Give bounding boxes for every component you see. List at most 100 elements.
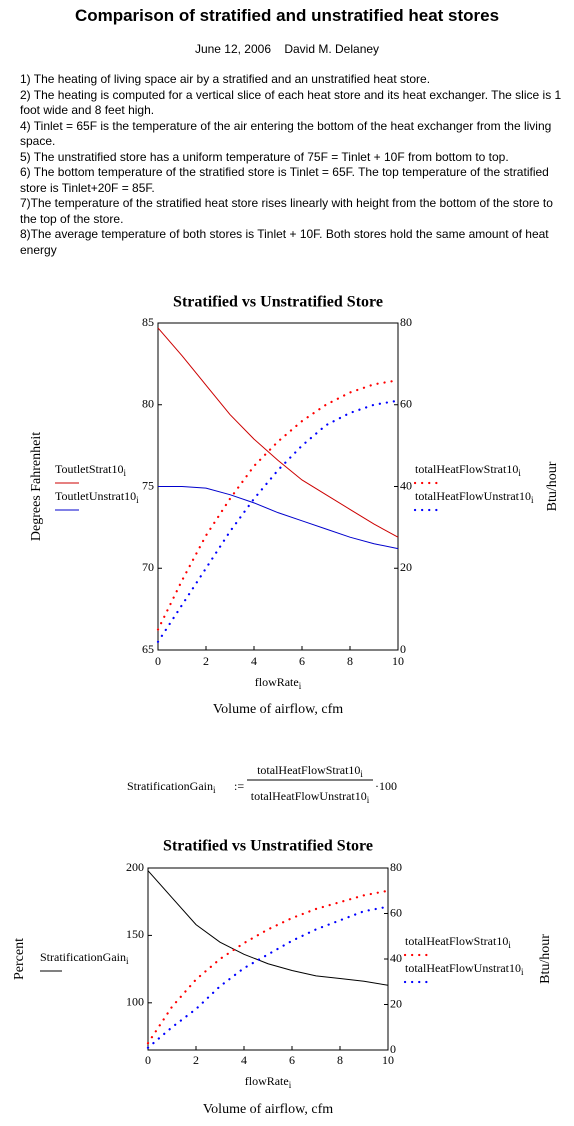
label-text: ToutletUnstrat10 <box>55 489 136 503</box>
legend-label: totalHeatFlowStrat10i <box>405 934 511 950</box>
subscript: i <box>136 495 139 505</box>
x-axis-caption: Volume of airflow, cfm <box>213 702 343 717</box>
y2-tick-label: 80 <box>390 860 402 874</box>
label-text: totalHeatFlowUnstrat10 <box>415 489 531 503</box>
x-tick-label: 10 <box>392 654 404 668</box>
x-tick-label: 10 <box>382 1053 394 1067</box>
x-tick-label: 6 <box>289 1053 295 1067</box>
y-tick-label: 65 <box>142 642 154 656</box>
line <box>158 486 399 550</box>
label-text: ToutletStrat10 <box>55 462 123 476</box>
y2-axis-label: Btu/hour <box>538 934 553 984</box>
y-tick-label: 200 <box>126 860 144 874</box>
legend-label: ToutletStrat10i <box>55 462 126 478</box>
chart: Stratified vs Unstratified Store65707580… <box>29 294 560 718</box>
subscript: i <box>299 681 302 691</box>
x-axis-label: flowRatei <box>245 1074 292 1090</box>
x-tick-label: 4 <box>241 1053 247 1067</box>
y-tick-label: 150 <box>126 927 144 941</box>
subscript: i <box>521 967 524 977</box>
subscript: i <box>360 769 363 779</box>
page-title: Comparison of stratified and unstratifie… <box>74 6 500 25</box>
formula-text: totalHeatFlowStrat10 <box>257 763 360 777</box>
note: 6) The bottom temperature of the stratif… <box>20 165 549 195</box>
note: 2) The heating is computed for a vertica… <box>20 87 562 118</box>
chart-title: Stratified vs Unstratified Store <box>163 838 373 855</box>
label-text: totalHeatFlowStrat10 <box>415 462 518 476</box>
subscript: i <box>123 468 126 478</box>
y2-tick-label: 20 <box>390 996 402 1010</box>
y-tick-label: 85 <box>142 315 154 329</box>
x-tick-label: 2 <box>193 1053 199 1067</box>
y2-tick-label: 60 <box>390 905 402 919</box>
y2-tick-label: 40 <box>390 951 402 965</box>
y2-tick-label: 80 <box>400 315 412 329</box>
y-tick-label: 100 <box>126 995 144 1009</box>
x-axis-label: flowRatei <box>255 675 302 691</box>
subscript: i <box>531 495 534 505</box>
note: 8)The average temperature of both stores… <box>20 227 549 257</box>
y2-axis-label: Btu/hour <box>545 461 560 511</box>
y2-tick-label: 40 <box>400 478 412 492</box>
y2-tick-label: 0 <box>400 642 406 656</box>
formula-lhs: StratificationGaini <box>127 779 216 795</box>
formula-factor: ·100 <box>375 779 397 793</box>
y2-tick-label: 20 <box>400 560 412 574</box>
formula-text: totalHeatFlowUnstrat10 <box>251 789 367 803</box>
line <box>147 870 389 986</box>
dotted-line <box>146 889 390 1045</box>
legend-label: totalHeatFlowUnstrat10i <box>415 489 534 505</box>
y-tick-label: 75 <box>142 478 154 492</box>
subscript: i <box>518 468 521 478</box>
plot-frame <box>147 867 389 1051</box>
y-axis-label: Degrees Fahrenheit <box>29 432 44 541</box>
dotted-line <box>146 905 390 1049</box>
y-tick-label: 80 <box>142 397 154 411</box>
legend-label: totalHeatFlowStrat10i <box>415 462 521 478</box>
note: 4) Tinlet = 65F is the temperature of th… <box>20 118 552 149</box>
x-tick-label: 0 <box>155 654 161 668</box>
label-text: StratificationGain <box>40 950 126 964</box>
legend-label: totalHeatFlowUnstrat10i <box>405 961 524 977</box>
note: 1) The heating of living space air by a … <box>20 72 431 86</box>
x-tick-label: 8 <box>337 1053 343 1067</box>
legend-label: StratificationGaini <box>40 950 129 966</box>
line <box>157 327 399 538</box>
label-text: totalHeatFlowStrat10 <box>405 934 508 948</box>
subscript: i <box>126 956 129 966</box>
formula-denominator: totalHeatFlowUnstrat10i <box>251 789 370 805</box>
formula-text: StratificationGain <box>127 779 213 793</box>
subscript: i <box>508 940 511 950</box>
notes: 1) The heating of living space air by a … <box>20 72 570 258</box>
formula: StratificationGaini := totalHeatFlowStra… <box>127 763 397 805</box>
x-tick-label: 8 <box>347 654 353 668</box>
y2-tick-label: 60 <box>400 397 412 411</box>
label-text: flowRate <box>245 1074 289 1088</box>
formula-numerator: totalHeatFlowStrat10i <box>257 763 363 779</box>
y-tick-label: 70 <box>142 560 154 574</box>
plot-frame <box>157 322 399 651</box>
note: 7)The temperature of the stratified heat… <box>20 196 553 226</box>
x-tick-label: 2 <box>203 654 209 668</box>
label-text: totalHeatFlowUnstrat10 <box>405 961 521 975</box>
byline: June 12, 2006 David M. Delaney <box>194 42 380 56</box>
x-tick-label: 4 <box>251 654 257 668</box>
x-tick-label: 0 <box>145 1053 151 1067</box>
x-tick-label: 6 <box>299 654 305 668</box>
y-axis-label: Percent <box>12 938 27 980</box>
legend-label: ToutletUnstrat10i <box>55 489 139 505</box>
chart-title: Stratified vs Unstratified Store <box>173 294 383 311</box>
note: 5) The unstratified store has a uniform … <box>20 149 509 164</box>
subscript: i <box>213 785 216 795</box>
x-axis-caption: Volume of airflow, cfm <box>203 1102 333 1117</box>
chart: Stratified vs Unstratified Store10015020… <box>12 838 553 1118</box>
label-text: flowRate <box>255 675 299 689</box>
subscript: i <box>367 795 370 805</box>
subscript: i <box>289 1080 292 1090</box>
dotted-line <box>156 379 400 631</box>
dotted-line <box>156 399 400 643</box>
formula-assign: := <box>234 779 244 793</box>
y2-tick-label: 0 <box>390 1042 396 1056</box>
